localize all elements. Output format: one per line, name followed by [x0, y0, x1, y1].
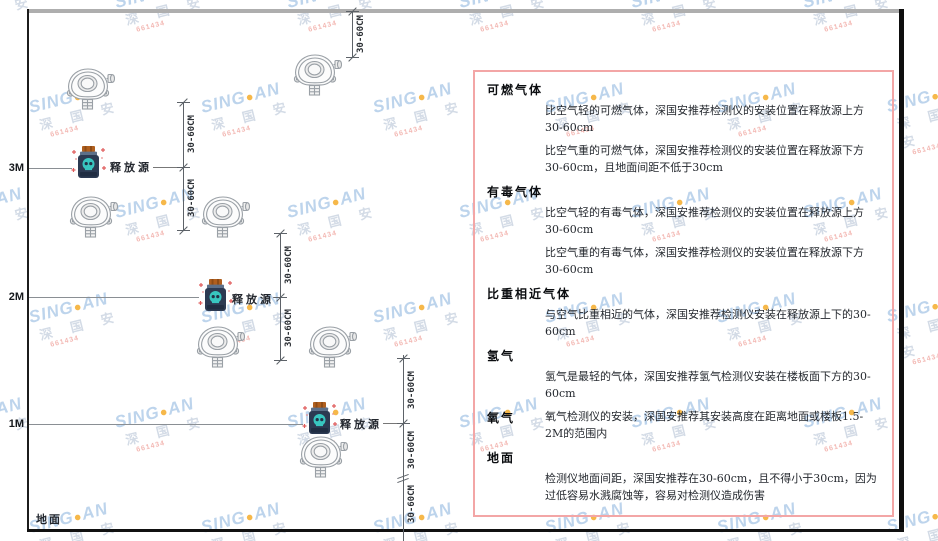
- ground-line: [27, 529, 904, 532]
- dim-label: 30-60CM: [356, 15, 366, 53]
- release-source-label: 释放源: [110, 161, 152, 174]
- installation-guide-panel: 可燃气体 比空气轻的可燃气体，深国安推荐检测仪的安装位置在释放源上方30-60cm…: [473, 70, 894, 517]
- section-heading: 氢气: [487, 349, 516, 363]
- section-paragraph: 比空气轻的可燃气体，深国安推荐检测仪的安装位置在释放源上方30-60cm: [545, 104, 864, 134]
- panel-section: 氧气 氧气检测仪的安装，深国安推荐其安装高度在距离地面或楼板1.5-2M的范围内: [487, 409, 880, 442]
- height-label-1m: 1M: [8, 418, 24, 430]
- section-heading: 地面: [487, 451, 516, 465]
- dim-label: 30-60CM: [284, 246, 294, 284]
- dim-label: 30-60CM: [407, 371, 417, 409]
- height-label-2m: 2M: [8, 291, 24, 303]
- leader-dash: [153, 167, 183, 168]
- dimension-line: [352, 11, 353, 58]
- section-paragraph: 氧气检测仪的安装，深国安推荐其安装高度在距离地面或楼板1.5-2M的范围内: [545, 410, 864, 440]
- dim-label: 30-60CM: [284, 309, 294, 347]
- release-source-label: 释放源: [232, 293, 274, 306]
- gas-detector-icon: [292, 52, 342, 98]
- left-wall-line: [27, 9, 29, 532]
- height-line-2m: [29, 297, 199, 298]
- right-wall-line: [899, 9, 904, 532]
- release-source-icon: [71, 145, 107, 181]
- section-heading: 有毒气体: [487, 185, 544, 199]
- ceiling-line: [27, 9, 904, 13]
- dim-label: 30-60CM: [187, 179, 197, 217]
- section-paragraph: 检测仪地面间距，深国安推荐在30-60cm，且不得小于30cm，因为过低容易水溅…: [545, 472, 877, 502]
- section-paragraph: 与空气比重相近的气体，深国安推荐检测仪安装在释放源上下的30-60cm: [545, 308, 871, 338]
- release-source-icon: [302, 401, 338, 437]
- section-heading: 可燃气体: [487, 83, 544, 97]
- gas-detector-icon: [68, 194, 118, 240]
- section-paragraph: 氢气是最轻的气体，深国安推荐氢气检测仪安装在楼板面下方的30-60cm: [545, 370, 871, 400]
- gas-detector-icon: [195, 324, 245, 370]
- gas-detector-icon: [200, 194, 250, 240]
- dim-label: 30-60CM: [187, 115, 197, 153]
- height-label-3m: 3M: [8, 162, 24, 174]
- release-source-icon: [198, 278, 234, 314]
- release-source-label: 释放源: [340, 418, 382, 431]
- dimension-line: [403, 355, 404, 541]
- gas-detector-icon: [307, 324, 357, 370]
- dim-label: 30-60CM: [407, 485, 417, 523]
- height-line-3m: [29, 168, 72, 169]
- section-heading: 比重相近气体: [487, 287, 572, 301]
- leader-dash: [383, 423, 403, 424]
- ground-label: 地面: [36, 513, 62, 526]
- dim-label: 30-60CM: [407, 431, 417, 469]
- height-line-1m: [29, 424, 303, 425]
- section-heading: 氧气: [487, 411, 516, 425]
- section-paragraph: 比空气轻的有毒气体，深国安推荐检测仪的安装位置在释放源上方30-60cm: [545, 206, 864, 236]
- gas-detector-icon: [298, 434, 348, 480]
- section-paragraph: 比空气重的可燃气体，深国安推荐检测仪的安装位置在释放源下方30-60cm，且地面…: [545, 144, 864, 174]
- section-paragraph: 比空气重的有毒气体，深国安推荐检测仪的安装位置在释放源下方30-60cm: [545, 246, 864, 276]
- gas-detector-icon: [65, 66, 115, 112]
